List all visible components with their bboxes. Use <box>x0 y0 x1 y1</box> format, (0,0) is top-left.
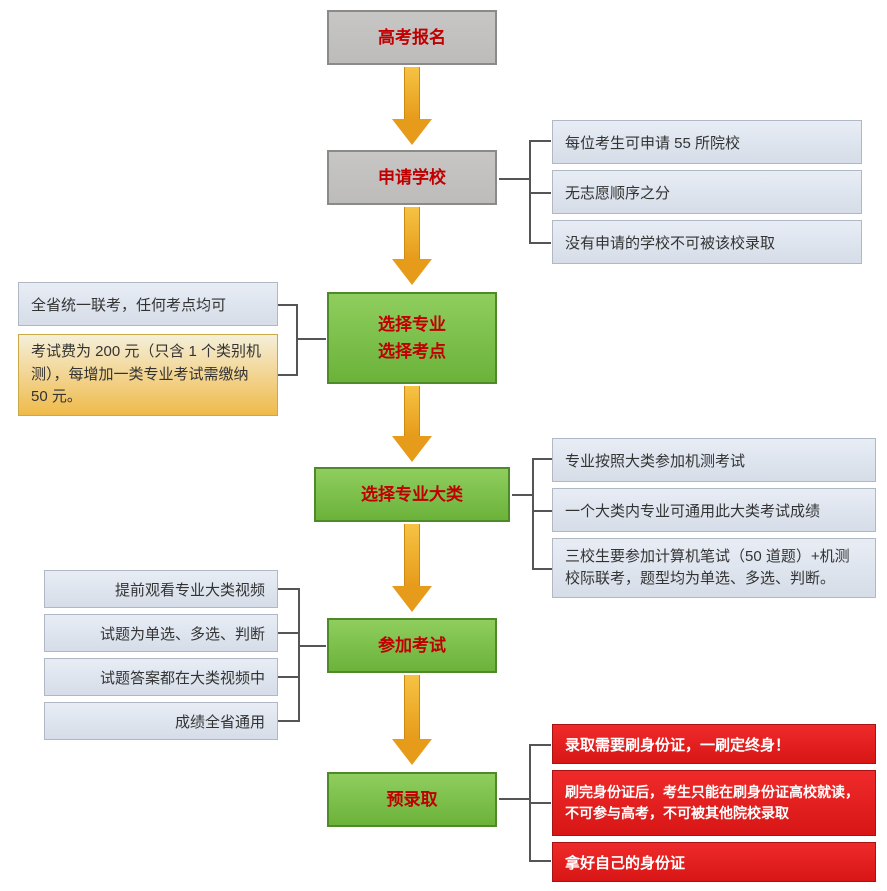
note-n2-3: 没有申请的学校不可被该校录取 <box>552 220 862 264</box>
note-n5-1: 提前观看专业大类视频 <box>44 570 278 608</box>
bracket-line <box>529 192 551 194</box>
arrow-shaft <box>404 386 420 436</box>
node-label-line1: 选择专业 <box>378 311 446 338</box>
note-text: 一个大类内专业可通用此大类考试成绩 <box>565 500 820 521</box>
note-n5-2: 试题为单选、多选、判断 <box>44 614 278 652</box>
note-text: 专业按照大类参加机测考试 <box>565 450 745 471</box>
note-text: 成绩全省通用 <box>175 711 265 732</box>
node-label: 高考报名 <box>378 24 446 51</box>
note-n4-3: 三校生要参加计算机笔试（50 道题）+机测校际联考，题型均为单选、多选、判断。 <box>552 538 876 598</box>
bracket-line <box>529 860 551 862</box>
node-yuluqu: 预录取 <box>327 772 497 827</box>
node-label: 选择专业大类 <box>361 481 463 508</box>
node-xuanze-zhuanye-dalei: 选择专业大类 <box>314 467 510 522</box>
arrow-head-icon <box>392 739 432 765</box>
bracket-line <box>278 720 300 722</box>
note-n3-2: 考试费为 200 元（只含 1 个类别机测），每增加一类专业考试需缴纳 50 元… <box>18 334 278 416</box>
node-gaokao-baoming: 高考报名 <box>327 10 497 65</box>
note-n2-2: 无志愿顺序之分 <box>552 170 862 214</box>
bracket-line <box>532 458 552 460</box>
note-text: 试题答案都在大类视频中 <box>100 667 265 688</box>
node-xuanze-zhuanye-kaodian: 选择专业 选择考点 <box>327 292 497 384</box>
node-label: 预录取 <box>387 786 438 813</box>
bracket-line <box>278 676 300 678</box>
arrow-head-icon <box>392 259 432 285</box>
bracket-line <box>532 458 534 570</box>
note-text: 没有申请的学校不可被该校录取 <box>565 232 775 253</box>
bracket-line <box>278 304 298 306</box>
arrow-shaft <box>404 675 420 739</box>
node-shenqing-xuexiao: 申请学校 <box>327 150 497 205</box>
bracket-line <box>512 494 532 496</box>
bracket-line <box>278 588 300 590</box>
note-text: 每位考生可申请 55 所院校 <box>565 132 740 153</box>
node-label: 申请学校 <box>378 164 446 191</box>
bracket-line <box>298 588 300 722</box>
bracket-line <box>499 798 529 800</box>
bracket-line <box>529 802 551 804</box>
note-n6-3: 拿好自己的身份证 <box>552 842 876 882</box>
note-text: 考试费为 200 元（只含 1 个类别机测），每增加一类专业考试需缴纳 50 元… <box>31 341 265 409</box>
note-n5-4: 成绩全省通用 <box>44 702 278 740</box>
note-text: 全省统一联考，任何考点均可 <box>31 294 226 315</box>
bracket-line <box>529 744 551 746</box>
note-text: 录取需要刷身份证，一刷定终身！ <box>565 734 790 755</box>
node-canjia-kaoshi: 参加考试 <box>327 618 497 673</box>
arrow-head-icon <box>392 119 432 145</box>
arrow-shaft <box>404 67 420 119</box>
note-text: 无志愿顺序之分 <box>565 182 670 203</box>
note-n3-1: 全省统一联考，任何考点均可 <box>18 282 278 326</box>
bracket-line <box>300 645 326 647</box>
note-n6-1: 录取需要刷身份证，一刷定终身！ <box>552 724 876 764</box>
bracket-line <box>296 338 326 340</box>
bracket-line <box>532 510 552 512</box>
arrow-shaft <box>404 207 420 259</box>
bracket-line <box>499 178 529 180</box>
bracket-line <box>296 304 298 376</box>
note-text: 拿好自己的身份证 <box>565 852 685 873</box>
note-n4-1: 专业按照大类参加机测考试 <box>552 438 876 482</box>
node-label: 参加考试 <box>378 632 446 659</box>
note-n6-2: 刷完身份证后，考生只能在刷身份证高校就读，不可参与高考，不可被其他院校录取 <box>552 770 876 836</box>
bracket-line <box>532 568 552 570</box>
note-n2-1: 每位考生可申请 55 所院校 <box>552 120 862 164</box>
node-label-line2: 选择考点 <box>378 338 446 365</box>
note-text: 三校生要参加计算机笔试（50 道题）+机测校际联考，题型均为单选、多选、判断。 <box>565 546 863 591</box>
note-text: 试题为单选、多选、判断 <box>100 623 265 644</box>
bracket-line <box>529 140 551 142</box>
note-text: 刷完身份证后，考生只能在刷身份证高校就读，不可参与高考，不可被其他院校录取 <box>565 782 863 824</box>
arrow-head-icon <box>392 436 432 462</box>
bracket-line <box>278 374 298 376</box>
note-n4-2: 一个大类内专业可通用此大类考试成绩 <box>552 488 876 532</box>
bracket-line <box>529 242 551 244</box>
bracket-line <box>278 632 300 634</box>
arrow-shaft <box>404 524 420 586</box>
note-n5-3: 试题答案都在大类视频中 <box>44 658 278 696</box>
arrow-head-icon <box>392 586 432 612</box>
note-text: 提前观看专业大类视频 <box>115 579 265 600</box>
